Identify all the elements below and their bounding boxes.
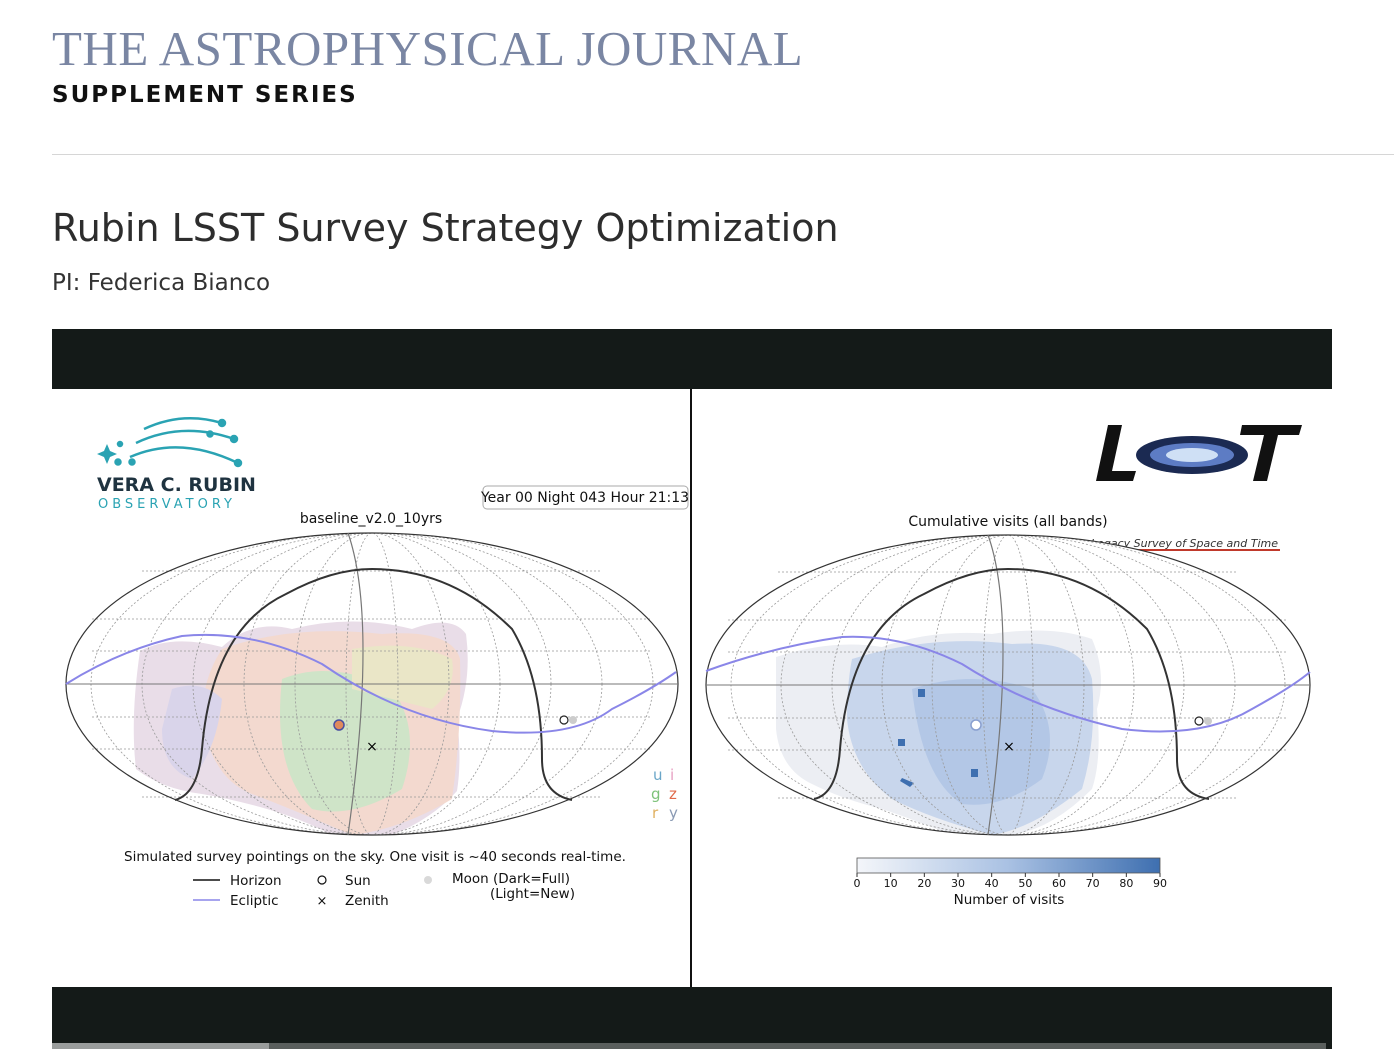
legend-moon-swatch xyxy=(424,876,432,884)
colorbar-tick-label: 70 xyxy=(1086,877,1100,890)
right-map-title: Cumulative visits (all bands) xyxy=(908,514,1107,530)
sim-timestamp: Year 00 Night 043 Hour 21:13 xyxy=(480,490,689,506)
right-zenith-marker: × xyxy=(1003,739,1015,755)
filter-legend: u i g z r y xyxy=(651,766,678,822)
filter-r: r xyxy=(652,804,659,822)
left-sun-marker xyxy=(559,715,569,725)
right-ecliptic xyxy=(705,635,1311,733)
left-pointing-marker xyxy=(333,719,345,731)
colorbar-tick-label: 10 xyxy=(884,877,898,890)
filter-i: i xyxy=(670,766,674,784)
colorbar-tick-label: 0 xyxy=(854,877,861,890)
video-progress-bar[interactable] xyxy=(52,1043,1326,1049)
filter-g: g xyxy=(651,785,661,803)
left-meridian xyxy=(347,532,364,836)
legend-zenith: Zenith xyxy=(345,893,389,909)
lsst-logo-sub: Legacy Survey of Space and Time xyxy=(1091,537,1278,550)
page-title: Rubin LSST Survey Strategy Optimization xyxy=(52,206,839,250)
principal-investigator: PI: Federica Bianco xyxy=(52,270,271,296)
filter-y: y xyxy=(669,804,678,822)
run-name: baseline_v2.0_10yrs xyxy=(300,511,442,527)
legend-horizon: Horizon xyxy=(230,873,282,889)
lsst-logo-t xyxy=(1240,425,1302,481)
colorbar-tick-label: 40 xyxy=(985,877,999,890)
rubin-logo: VERA C. RUBIN OBSERVATORY xyxy=(97,416,256,512)
video-frame-graphic: VERA C. RUBIN OBSERVATORY Year 00 Night … xyxy=(65,389,1311,987)
colorbar-gradient xyxy=(856,857,1161,874)
left-ecliptic xyxy=(65,633,677,734)
legend-zenith-swatch: × xyxy=(317,894,328,909)
journal-title[interactable]: THE ASTROPHYSICAL JOURNAL xyxy=(52,21,804,76)
rubin-logo-line2: OBSERVATORY xyxy=(98,497,236,512)
legend-sun: Sun xyxy=(345,873,371,889)
map-caption: Simulated survey pointings on the sky. O… xyxy=(124,849,626,865)
journal-subtitle: SUPPLEMENT SERIES xyxy=(52,82,358,108)
video-player[interactable]: VERA C. RUBIN OBSERVATORY Year 00 Night … xyxy=(52,329,1332,1049)
colorbar-tick-label: 80 xyxy=(1119,877,1133,890)
rubin-logo-line1: VERA C. RUBIN xyxy=(97,474,256,496)
right-horizon xyxy=(813,567,1210,800)
lsst-logo-l xyxy=(1096,425,1136,481)
colorbar-label: Number of visits xyxy=(954,892,1065,908)
right-meridian xyxy=(987,534,1004,836)
colorbar-tick-label: 30 xyxy=(951,877,965,890)
lsst-logo: Legacy Survey of Space and Time xyxy=(1091,425,1302,551)
video-progress-fill xyxy=(52,1043,269,1049)
colorbar-tick-label: 90 xyxy=(1153,877,1167,890)
legend-sun-swatch xyxy=(317,875,327,885)
right-moon-marker xyxy=(1204,717,1212,725)
left-horizon xyxy=(174,567,573,801)
filter-z: z xyxy=(669,785,677,803)
legend-moon: Moon (Dark=Full) xyxy=(452,871,570,887)
filter-u: u xyxy=(653,766,663,784)
video-frame: VERA C. RUBIN OBSERVATORY Year 00 Night … xyxy=(52,389,1332,987)
right-sun-marker xyxy=(1194,716,1204,726)
legend-ecliptic: Ecliptic xyxy=(230,893,279,909)
colorbar-tick-label: 20 xyxy=(917,877,931,890)
header-divider xyxy=(52,154,1394,155)
colorbar-tick-label: 60 xyxy=(1052,877,1066,890)
legend-moon-2: (Light=New) xyxy=(490,886,575,902)
right-pointing-marker xyxy=(970,719,982,731)
colorbar: 0 10 20 30 40 50 60 70 80 90 Number of visits xyxy=(854,857,1167,908)
colorbar-ticks: 0 10 20 30 40 50 60 70 80 90 xyxy=(854,873,1167,890)
left-zenith-marker: × xyxy=(366,739,378,755)
left-moon-marker xyxy=(569,716,577,724)
map-legend: Horizon Ecliptic Sun × Zenith Moon (Dark… xyxy=(193,871,575,909)
timestamp-box xyxy=(482,485,689,510)
rubin-logo-mark xyxy=(97,416,243,468)
colorbar-tick-label: 50 xyxy=(1018,877,1032,890)
